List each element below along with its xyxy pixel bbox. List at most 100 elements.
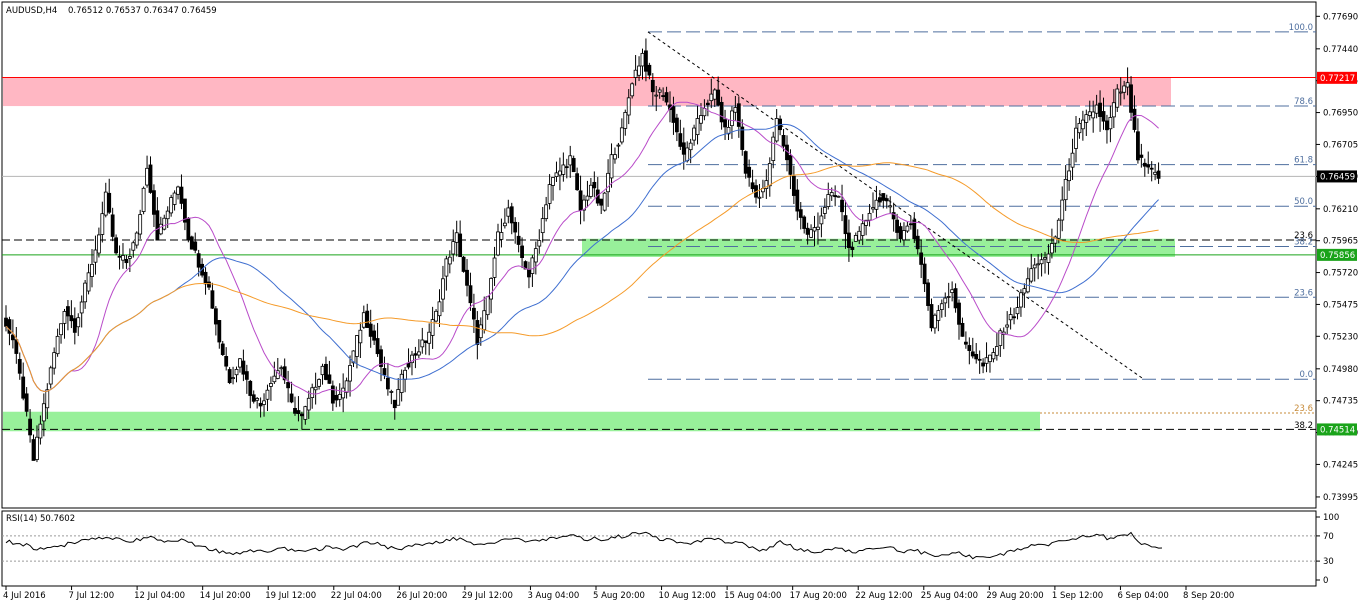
candle-body [17, 358, 22, 374]
candle-body [688, 142, 693, 151]
candle-body [716, 89, 721, 106]
fib-level-label: 61.8 [1294, 156, 1313, 166]
candle-body [365, 310, 370, 328]
trendline [647, 31, 1143, 379]
candle-body [774, 118, 779, 142]
candle-body [107, 192, 112, 213]
candle-body [213, 308, 218, 325]
time-axis-label: 12 Jul 04:00 [134, 591, 185, 601]
candle-body [699, 115, 703, 124]
candle-body [265, 389, 270, 400]
candle-body [468, 285, 473, 304]
candle-body [767, 163, 772, 187]
candle-body [895, 219, 899, 233]
candle-body [905, 225, 910, 232]
candle-body [327, 374, 332, 384]
candle-body [1032, 264, 1037, 269]
candle-body [588, 184, 593, 197]
candle-body [152, 190, 156, 215]
candle-body [730, 110, 734, 127]
support-upper-price-badge [1317, 248, 1357, 261]
price-axis-label: 0.76950 [1323, 109, 1358, 119]
candle-body [960, 322, 965, 337]
candle-body [1129, 84, 1133, 113]
candle-body [1029, 268, 1034, 282]
candle-body [379, 349, 383, 367]
candle-body [86, 272, 91, 292]
time-axis-label: 15 Aug 04:00 [724, 591, 781, 601]
candle-body [441, 278, 445, 300]
candle-body [317, 379, 321, 387]
candle-body [492, 257, 497, 278]
candle-body [736, 103, 741, 127]
candle-body [650, 79, 655, 93]
candle-body [977, 358, 982, 361]
candle-body [1022, 288, 1027, 294]
candle-body [781, 135, 786, 147]
candle-body [62, 311, 67, 324]
candle-body [375, 338, 380, 355]
candle-body [186, 217, 191, 240]
candle-body [320, 365, 325, 376]
candle-body [413, 353, 418, 356]
candle-body [516, 235, 521, 245]
candle-body [289, 393, 294, 403]
moving-average-line-1 [5, 101, 1159, 395]
time-axis-label: 7 Jul 12:00 [69, 591, 115, 601]
candle-body [341, 387, 346, 399]
candle-body [324, 363, 328, 380]
candle-body [303, 406, 308, 420]
time-axis-label: 14 Jul 20:00 [200, 591, 251, 601]
candle-body [881, 193, 886, 201]
candle-body [998, 330, 1003, 346]
fib-lower-label: 38.2 [1294, 421, 1313, 431]
candle-body [502, 222, 507, 227]
candle-body [420, 339, 425, 348]
candle-body [403, 369, 407, 380]
candle-body [145, 167, 149, 186]
candle-body [416, 351, 421, 356]
rsi-line [5, 531, 1163, 560]
candle-body [1084, 114, 1089, 123]
candle-body [396, 389, 401, 406]
candle-body [1074, 127, 1078, 149]
candle-body [279, 367, 284, 370]
candle-body [220, 343, 225, 355]
candle-body [833, 195, 838, 198]
candle-body [337, 394, 342, 400]
candle-body [272, 375, 277, 383]
resistance-price-badge [1317, 71, 1357, 84]
candle-body [155, 210, 160, 241]
candle-body [1105, 120, 1109, 131]
candle-body [196, 253, 201, 268]
candle-body [255, 398, 260, 401]
candle-body [867, 212, 872, 221]
candle-body [891, 212, 896, 220]
candle-body [585, 195, 590, 201]
time-axis-label: 19 Jul 12:00 [265, 591, 316, 601]
candle-body [28, 418, 32, 436]
candle-body [127, 256, 132, 259]
candle-body [1142, 162, 1147, 167]
candle-body [1050, 243, 1054, 254]
candle-body [392, 399, 397, 409]
rsi-panel-frame [1, 510, 1317, 587]
candle-body [83, 282, 88, 303]
candle-body [227, 369, 232, 384]
candle-body [1108, 117, 1113, 130]
candle-body [695, 118, 700, 136]
candle-body [234, 369, 239, 376]
candle-body [950, 289, 955, 293]
candle-body [939, 303, 944, 310]
candle-body [616, 144, 621, 147]
candle-body [623, 112, 628, 129]
candle-body [723, 119, 727, 128]
rsi-axis-label: 30 [1323, 557, 1334, 567]
candle-body [1012, 316, 1016, 319]
candle-body [103, 191, 108, 216]
time-axis-label: 29 Jul 12:00 [462, 591, 513, 601]
candle-body [637, 65, 641, 76]
candle-body [1077, 122, 1082, 134]
